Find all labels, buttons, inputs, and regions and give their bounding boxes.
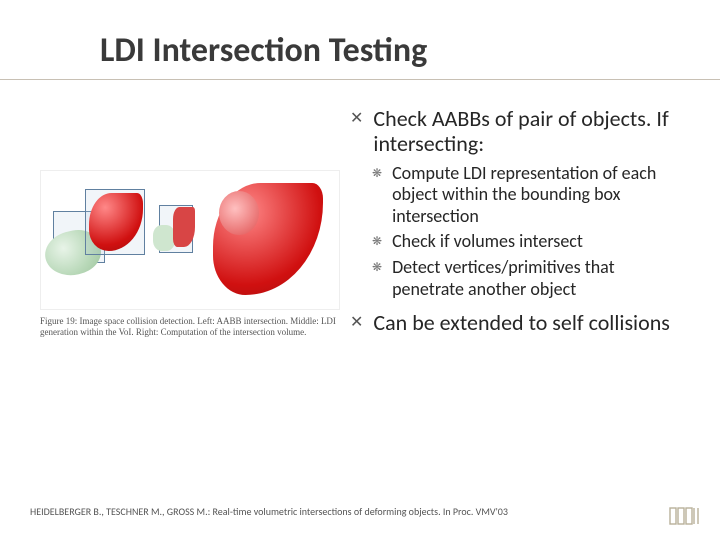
bullet-level2: ❋ Compute LDI representation of each obj… — [372, 163, 670, 228]
bullet-text: Detect vertices/primitives that penetrat… — [392, 257, 670, 300]
institution-logo-icon — [668, 504, 700, 528]
bullet-icon: ❋ — [372, 231, 382, 253]
text-column: ✕ Check AABBs of pair of objects. If int… — [350, 100, 680, 341]
green-slice — [153, 225, 175, 251]
bullet-level1: ✕ Can be extended to self collisions — [350, 310, 670, 335]
bullet-icon: ✕ — [350, 310, 363, 335]
bullet-text: Check if volumes intersect — [392, 231, 583, 253]
bullet-text: Compute LDI representation of each objec… — [392, 163, 670, 228]
bullet-icon: ✕ — [350, 106, 363, 157]
bullet-level2: ❋ Check if volumes intersect — [372, 231, 670, 253]
figure-caption: Figure 19: Image space collision detecti… — [40, 316, 340, 339]
figure-illustration — [40, 170, 340, 310]
red-slice — [173, 207, 195, 247]
figure-column: Figure 19: Image space collision detecti… — [40, 100, 340, 341]
citation-footer: HEIDELBERGER B., TESCHNER M., GROSS M.: … — [30, 505, 660, 518]
bullet-text: Check AABBs of pair of objects. If inter… — [373, 106, 670, 157]
bullet-icon: ❋ — [372, 163, 382, 228]
slide: LDI Intersection Testing Figure 19: Imag… — [0, 0, 720, 540]
red-highlight — [219, 191, 259, 235]
bullet-text: Can be extended to self collisions — [373, 310, 669, 335]
bullet-level2: ❋ Detect vertices/primitives that penetr… — [372, 257, 670, 300]
bullet-level1: ✕ Check AABBs of pair of objects. If int… — [350, 106, 670, 157]
bullet-icon: ❋ — [372, 257, 382, 300]
slide-title: LDI Intersection Testing — [100, 30, 680, 71]
content-area: Figure 19: Image space collision detecti… — [40, 100, 680, 341]
title-divider — [0, 79, 720, 80]
